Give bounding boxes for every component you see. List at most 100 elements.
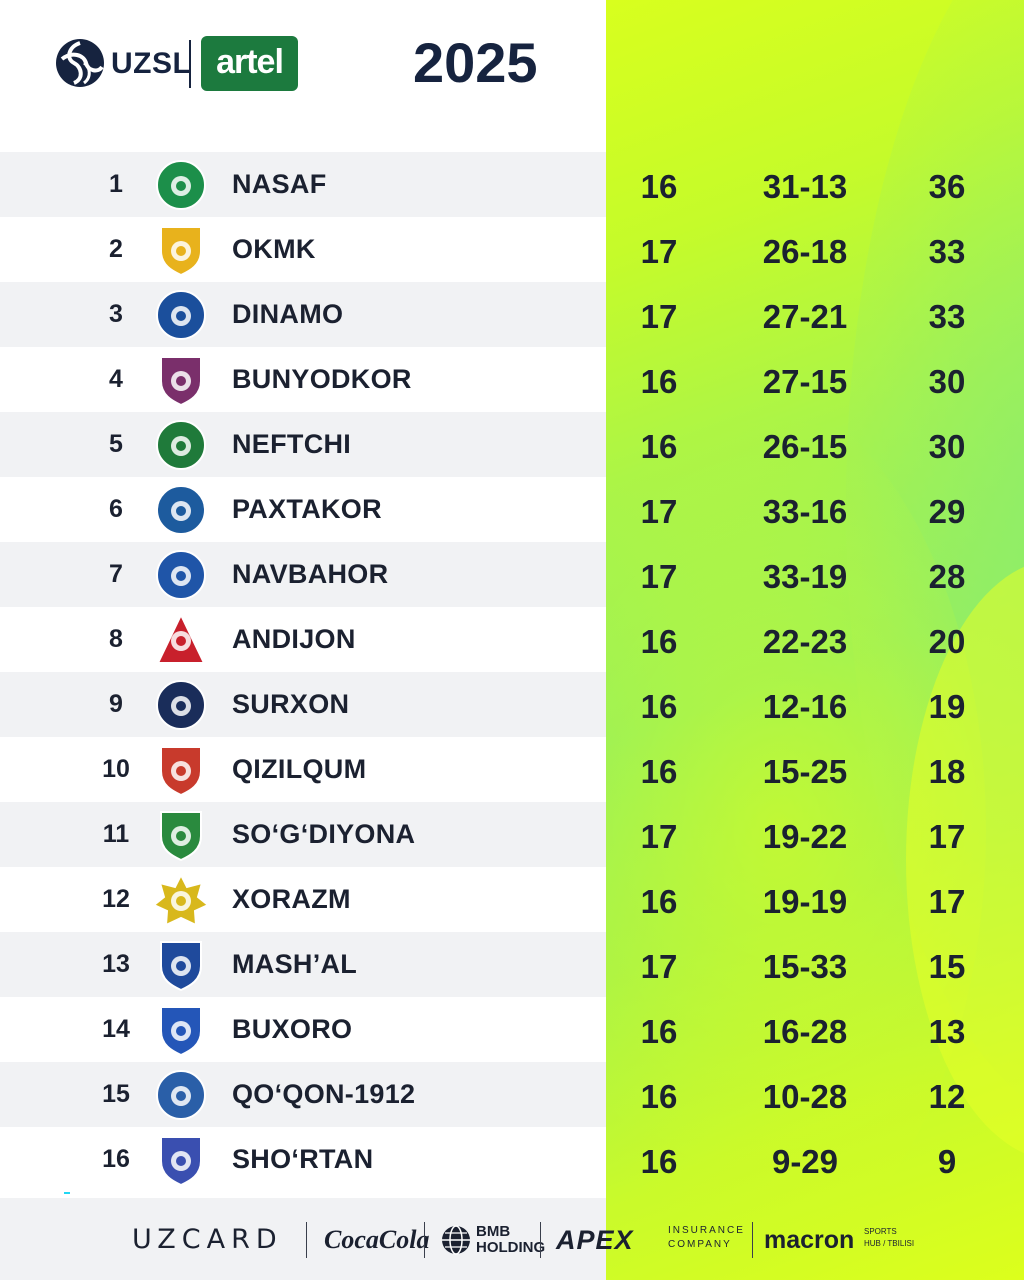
club-name: SURXON [232,689,350,719]
games-played: 16 [640,688,678,725]
goal-difference: 33-16 [762,493,848,530]
table-row: 13 MASH’AL 17 15-33 15 [0,932,1024,997]
position-cell: 6 [109,495,123,523]
points: 12 [928,1078,966,1115]
games-played: 17 [640,233,678,270]
table-row: 5 NEFTCHI 16 26-15 30 [0,412,1024,477]
apex-subtitle: INSURANCE COMPANY [668,1225,745,1250]
globe-icon [442,1225,470,1255]
club-name: BUNYODKOR [232,364,412,394]
club-name: BUXORO [232,1014,353,1044]
games-played: 16 [640,168,678,205]
table-row: 12 XORAZM 16 19-19 17 [0,867,1024,932]
points: 30 [928,363,966,400]
goal-difference: 9-29 [771,1143,839,1180]
row-stripe [0,932,606,997]
artel-sponsor-badge: artel [201,36,298,91]
table-row: 3 DINAMO 17 27-21 33 [0,282,1024,347]
position-cell: 14 [102,1015,130,1043]
club-crest-icon [156,290,206,340]
club-name: XORAZM [232,884,351,914]
sponsor-footer: UZCARD CocaCola BMB HOLDING APEX INSURAN… [0,1198,1024,1280]
club-crest-icon [156,613,206,664]
uzcard-logo: UZCARD [132,1224,283,1255]
bmb-holding-logo: BMB HOLDING [476,1223,546,1256]
goal-difference: 15-25 [762,753,848,790]
sponsor-divider [752,1222,753,1258]
goal-difference: 27-15 [762,363,848,400]
points: 9 [937,1143,957,1180]
row-stripe [0,802,606,867]
club-crest-icon [156,160,206,210]
club-name: QO‘QON-1912 [232,1079,416,1109]
goal-difference: 16-28 [762,1013,848,1050]
sponsor-divider [306,1222,307,1258]
goal-difference: 27-21 [762,298,848,335]
row-stripe [0,997,606,1062]
season-title: 2025 [413,31,538,94]
row-stripe [0,1062,606,1127]
goal-difference: 22-23 [762,623,848,660]
points: 28 [928,558,966,595]
club-crest-icon [160,1136,202,1187]
games-played: 16 [640,363,678,400]
points: 33 [928,233,966,270]
goal-difference: 33-19 [762,558,848,595]
games-played: 16 [640,1143,678,1180]
position-cell: 9 [109,690,123,718]
club-name: DINAMO [232,299,344,329]
club-name: SHO‘RTAN [232,1144,374,1174]
games-played: 16 [640,1013,678,1050]
macron-logo: macron [764,1226,855,1254]
table-row: 14 BUXORO 16 16-28 13 [0,997,1024,1062]
club-crest-icon [160,356,202,407]
position-cell: 7 [109,560,123,588]
club-crest-icon [156,1070,206,1120]
position-cell: 10 [102,755,130,783]
points: 20 [928,623,966,660]
games-played: 17 [640,298,678,335]
macron-subtitle: SPORTS HUB / TBILISI [864,1227,915,1248]
row-stripe [0,1127,606,1192]
row-stripe [0,477,606,542]
table-row: 9 SURXON 16 12-16 19 [0,672,1024,737]
games-played: 16 [640,883,678,920]
points: 15 [928,948,966,985]
club-crest-icon [160,941,202,992]
points: 13 [928,1013,966,1050]
goal-difference: 31-13 [762,168,848,205]
club-crest-icon [156,485,206,535]
neon-background-panel [606,0,1024,1280]
club-crest-icon [160,811,202,862]
club-name: QIZILQUM [232,754,367,784]
points: 18 [928,753,966,790]
row-stripe [0,152,606,217]
club-name: ANDIJON [232,624,356,654]
uzsl-logo-icon [56,39,104,87]
games-played: 16 [640,623,678,660]
standings-table: 1 NASAF 16 31-13 36 2 OKMK 17 26-18 33 3 DINAMO 17 27… [0,152,1024,1192]
table-row: 4 BUNYODKOR 16 27-15 30 [0,347,1024,412]
table-row: 10 QIZILQUM 16 15-25 18 [0,737,1024,802]
club-crest-icon [156,680,206,730]
position-cell: 13 [102,950,130,978]
position-cell: 8 [109,625,123,653]
goal-difference: 12-16 [762,688,848,725]
club-name: SO‘G‘DIYONA [232,819,416,849]
position-cell: 1 [109,170,123,198]
club-crest-icon [152,873,210,927]
club-name: PAXTAKOR [232,494,382,524]
games-played: 17 [640,493,678,530]
row-stripe [0,217,606,282]
goal-difference: 10-28 [762,1078,848,1115]
points: 19 [928,688,966,725]
points: 36 [928,168,966,205]
points: 33 [928,298,966,335]
row-stripe [0,347,606,412]
club-crest-icon [160,226,202,277]
games-played: 17 [640,818,678,855]
header-divider [189,40,191,88]
club-name: NASAF [232,169,327,199]
points: 30 [928,428,966,465]
points: 17 [928,818,966,855]
